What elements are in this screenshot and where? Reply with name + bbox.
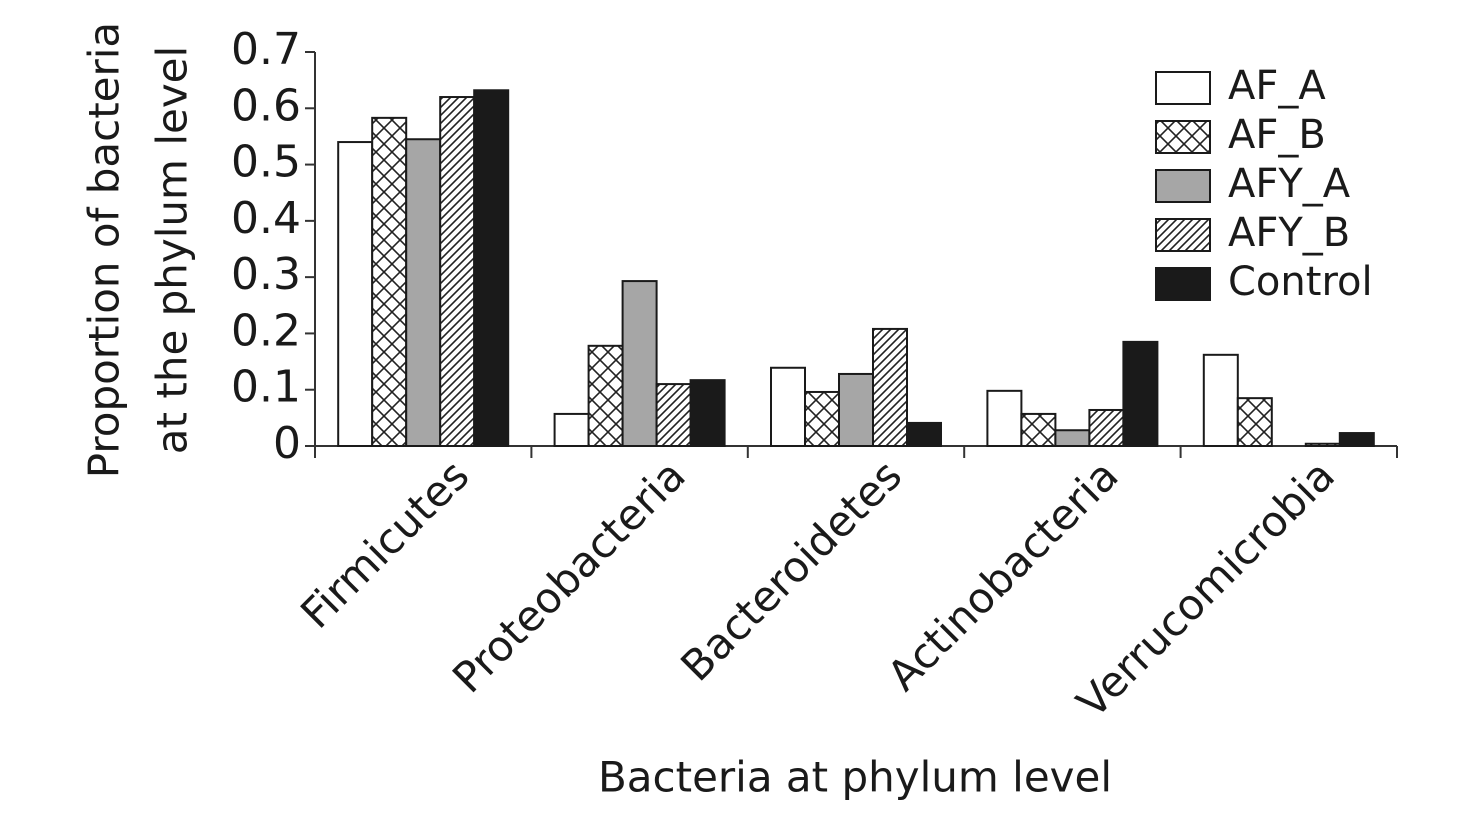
legend-swatch (1155, 267, 1211, 301)
bar (1338, 432, 1375, 448)
bar (1304, 442, 1341, 447)
bar (770, 366, 806, 447)
x-axis-label: Bacteria at phylum level (598, 753, 1112, 802)
y-tick-label: 0.1 (231, 362, 301, 413)
y-tick-label: 0 (273, 418, 301, 469)
bar (1202, 353, 1239, 447)
y-axis-label: Proportion of bacteria (80, 22, 129, 478)
y-tick-label: 0.2 (231, 305, 301, 356)
bar (804, 390, 840, 448)
bar (621, 280, 658, 447)
y-tick-label: 0.7 (231, 24, 301, 75)
bar (337, 141, 374, 448)
bar (553, 412, 590, 447)
x-tick-label: Firmicutes (291, 451, 478, 638)
y-tick-label: 0.4 (231, 193, 301, 244)
x-tick-label: Actinobacteria (878, 451, 1128, 701)
legend-swatch (1155, 71, 1211, 105)
bar (439, 96, 476, 448)
legend-swatch (1155, 218, 1211, 252)
bar (986, 389, 1023, 447)
bar (405, 138, 442, 447)
bar (906, 421, 942, 447)
legend-swatch (1155, 120, 1211, 154)
legend-label: Control (1228, 259, 1373, 305)
bar (1054, 429, 1091, 447)
bar (689, 379, 726, 448)
x-tick-label: Bacteroidetes (671, 451, 911, 691)
y-axis-label: at the phylum level (148, 46, 197, 454)
legend-swatch (1155, 169, 1211, 203)
y-tick-label: 0.6 (231, 80, 301, 131)
bar (838, 372, 874, 447)
bar (587, 344, 624, 447)
legend-label: AF_A (1228, 63, 1326, 109)
bar (1020, 412, 1057, 447)
legend-label: AF_B (1228, 112, 1326, 158)
x-tick-label: Proteobacteria (443, 451, 695, 703)
y-tick-label: 0.3 (231, 249, 301, 300)
y-tick-label: 0.5 (231, 137, 301, 188)
bar (1122, 340, 1159, 447)
bar (473, 89, 510, 447)
legend-label: AFY_A (1228, 161, 1351, 207)
legend-label: AFY_B (1228, 210, 1350, 256)
bar (872, 327, 908, 448)
bar (371, 116, 408, 448)
bar (655, 383, 692, 448)
bar (1236, 397, 1273, 447)
bar (1088, 408, 1125, 447)
